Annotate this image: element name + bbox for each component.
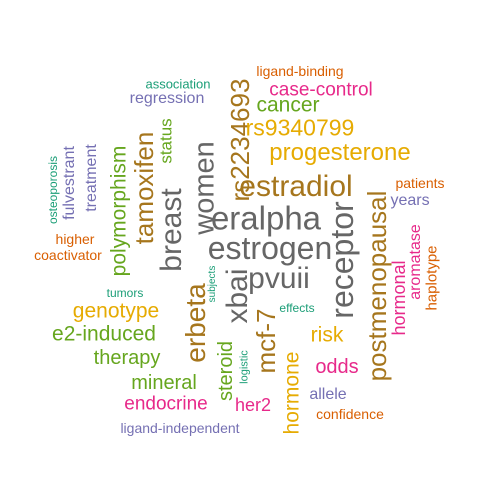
word-receptor: receptor [324, 201, 360, 319]
word-therapy: therapy [93, 347, 161, 369]
word-patients: patients [395, 175, 445, 191]
word-estrogen: estrogen [207, 230, 333, 266]
word-risk: risk [310, 323, 344, 347]
word-erbeta: erbeta [180, 283, 211, 363]
word-eralpha: eralpha [210, 199, 322, 237]
word-years: years [390, 192, 430, 209]
word-ligand-independent: ligand-independent [120, 420, 240, 436]
word-genotype: genotype [72, 299, 160, 323]
word-estradiol: estradiol [239, 170, 353, 203]
word-logistic: logistic [238, 350, 251, 384]
word-effects: effects [279, 301, 315, 315]
word-association: association [145, 76, 211, 92]
word-xbai: xbai [221, 268, 254, 324]
word-rs9340799: rs9340799 [245, 114, 355, 141]
word-hormone: hormone [280, 351, 304, 435]
word-aromatase: aromatase [407, 224, 424, 300]
word-mcf-7: mcf-7 [251, 308, 281, 374]
word-mineral: mineral [131, 372, 197, 394]
word-breast: breast [155, 188, 188, 272]
word-postmenopausal: postmenopausal [362, 190, 392, 382]
word-treatment: treatment [83, 144, 100, 212]
word-confidence: confidence [316, 406, 384, 422]
word-tamoxifen: tamoxifen [129, 131, 159, 245]
word-status: status [156, 118, 176, 164]
word-steroid: steroid [215, 340, 237, 402]
word-higher: higher [55, 231, 95, 247]
word-pvuii: pvuii [248, 262, 310, 295]
word-fulvestrant: fulvestrant [61, 146, 78, 220]
word-progesterone: progesterone [269, 139, 411, 166]
word-endocrine: endocrine [124, 393, 208, 415]
word-osteoporosis: osteoporosis [46, 155, 60, 225]
word-women: women [188, 141, 221, 235]
word-e2-induced: e2-induced [52, 322, 156, 346]
word-polymorphism: polymorphism [107, 145, 131, 277]
word-tumors: tumors [106, 286, 144, 300]
word-hormonal: hormonal [389, 260, 409, 336]
word-cancer: cancer [256, 93, 320, 117]
word-case-control: case-control [269, 79, 373, 101]
word-coactivator: coactivator [34, 247, 102, 263]
word-regression: regression [129, 90, 205, 107]
word-haplotype: haplotype [423, 245, 441, 311]
word-allele: allele [309, 386, 347, 403]
word-her2: her2 [234, 395, 272, 415]
word-subjects: subjects [207, 265, 218, 303]
word-ligand-binding: ligand-binding [256, 63, 344, 79]
word-odds: odds [315, 356, 359, 378]
